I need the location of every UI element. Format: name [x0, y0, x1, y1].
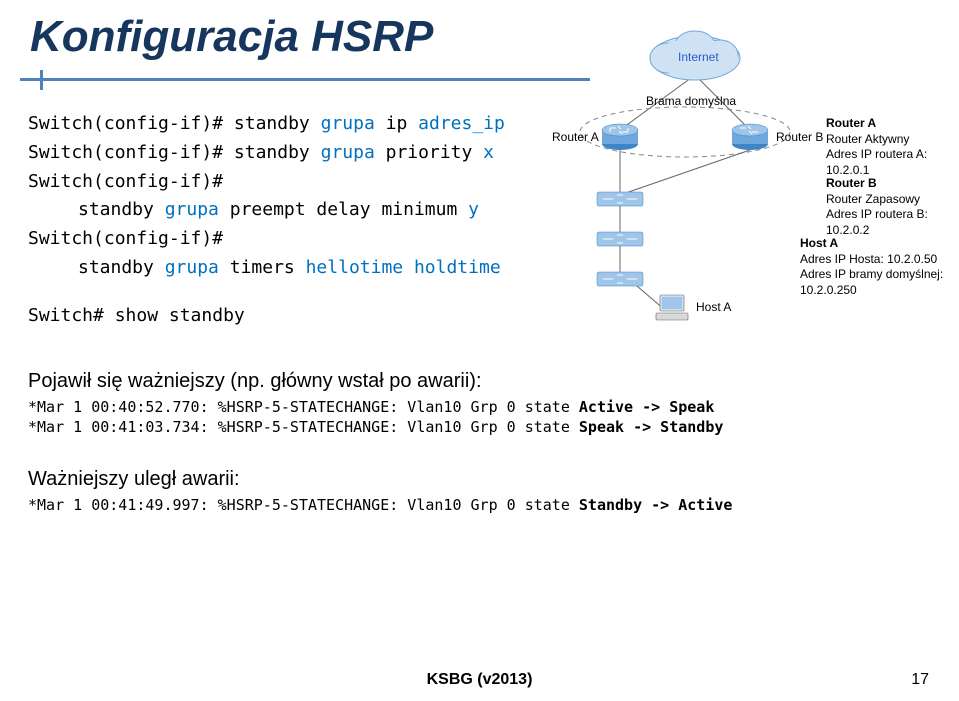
cmd-line: standby grupa timers hellotime holdtime: [28, 254, 505, 283]
log-state: Active -> Speak: [579, 398, 714, 416]
network-diagram: Internet Brama domyślna Router A Router …: [560, 20, 950, 330]
cmd-arg: grupa: [321, 113, 375, 134]
cmd-text: timers: [219, 257, 306, 278]
footer-label: KSBG (v2013): [427, 671, 533, 689]
log-line: *Mar 1 00:41:49.997: %HSRP-5-STATECHANGE…: [28, 496, 732, 514]
log-text: *Mar 1 00:41:49.997: %HSRP-5-STATECHANGE…: [28, 496, 579, 514]
cmd-text: Switch(config-if)# standby: [28, 113, 321, 134]
info-line: Adres IP routera B: 10.2.0.2: [826, 207, 950, 238]
log-state: Speak -> Standby: [579, 418, 724, 436]
cmd-arg: hellotime holdtime: [306, 257, 501, 278]
cmd-line: Switch(config-if)# standby grupa priorit…: [28, 139, 505, 168]
body-line: Ważniejszy uległ awarii:: [28, 468, 240, 491]
cmd-text: Switch(config-if)#: [28, 228, 223, 249]
cmd-text: Switch(config-if)# standby: [28, 142, 321, 163]
cmd-text: Switch(config-if)#: [28, 171, 223, 192]
page-title: Konfiguracja HSRP: [30, 12, 433, 62]
cmd-text: Switch# show standby: [28, 305, 245, 326]
title-underline: [20, 78, 590, 81]
cmd-arg: x: [483, 142, 494, 163]
slide: Konfiguracja HSRP Switch(config-if)# sta…: [0, 0, 959, 701]
router-a-info: Router A Router Aktywny Adres IP routera…: [826, 116, 950, 178]
log-state: Standby -> Active: [579, 496, 733, 514]
cmd-arg: grupa: [321, 142, 375, 163]
gateway-label: Brama domyślna: [646, 94, 736, 108]
command-block: Switch(config-if)# standby grupa ip adre…: [28, 110, 505, 283]
cmd-line: Switch(config-if)# standby grupa ip adre…: [28, 110, 505, 139]
info-line: Adres IP bramy domyślnej: 10.2.0.250: [800, 267, 950, 298]
cmd-text: preempt delay minimum: [219, 199, 468, 220]
info-line: Adres IP routera A: 10.2.0.1: [826, 147, 950, 178]
info-title: Router B: [826, 176, 950, 192]
router-b-info: Router B Router Zapasowy Adres IP router…: [826, 176, 950, 238]
info-title: Router A: [826, 116, 950, 132]
host-a-label: Host A: [696, 300, 731, 314]
cmd-line: Switch(config-if)#: [28, 225, 505, 254]
page-number: 17: [911, 671, 929, 689]
info-line: Router Zapasowy: [826, 192, 950, 208]
info-line: Router Aktywny: [826, 132, 950, 148]
log-line: *Mar 1 00:40:52.770: %HSRP-5-STATECHANGE…: [28, 398, 714, 416]
cmd-arg: grupa: [165, 257, 219, 278]
cmd-line: standby grupa preempt delay minimum y: [28, 196, 505, 225]
cmd-arg: grupa: [165, 199, 219, 220]
log-line: *Mar 1 00:41:03.734: %HSRP-5-STATECHANGE…: [28, 418, 723, 436]
internet-label: Internet: [678, 50, 719, 64]
cmd-text: standby: [78, 199, 165, 220]
cmd-line: Switch(config-if)#: [28, 168, 505, 197]
log-text: *Mar 1 00:40:52.770: %HSRP-5-STATECHANGE…: [28, 398, 579, 416]
cmd-arg: y: [468, 199, 479, 220]
body-line: Pojawił się ważniejszy (np. główny wstał…: [28, 370, 482, 393]
host-a-info: Host A Adres IP Hosta: 10.2.0.50 Adres I…: [800, 236, 950, 298]
router-b-label: Router B: [776, 130, 823, 144]
info-line: Adres IP Hosta: 10.2.0.50: [800, 252, 950, 268]
router-a-label: Router A: [552, 130, 599, 144]
cmd-text: priority: [375, 142, 483, 163]
cmd-arg: adres_ip: [418, 113, 505, 134]
show-command: Switch# show standby: [28, 305, 245, 326]
info-title: Host A: [800, 236, 950, 252]
log-text: *Mar 1 00:41:03.734: %HSRP-5-STATECHANGE…: [28, 418, 579, 436]
cmd-text: standby: [78, 257, 165, 278]
title-v: [40, 70, 43, 90]
cmd-text: ip: [375, 113, 418, 134]
